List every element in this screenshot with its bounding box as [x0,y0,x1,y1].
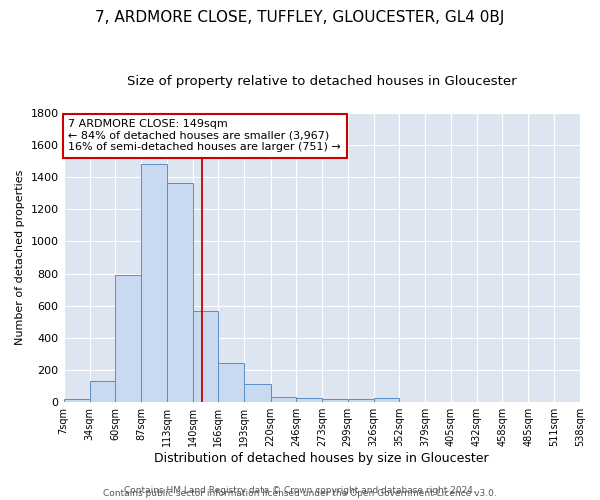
X-axis label: Distribution of detached houses by size in Gloucester: Distribution of detached houses by size … [154,452,489,465]
Bar [322,399,347,402]
Bar [218,363,244,402]
Y-axis label: Number of detached properties: Number of detached properties [15,170,25,345]
Bar [90,380,115,402]
Bar [142,164,167,402]
Text: 7 ARDMORE CLOSE: 149sqm
← 84% of detached houses are smaller (3,967)
16% of semi: 7 ARDMORE CLOSE: 149sqm ← 84% of detache… [68,119,341,152]
Bar [296,398,322,402]
Title: Size of property relative to detached houses in Gloucester: Size of property relative to detached ho… [127,75,517,88]
Bar [115,275,142,402]
Text: Contains public sector information licensed under the Open Government Licence v3: Contains public sector information licen… [103,488,497,498]
Bar [193,312,218,402]
Bar [244,384,271,402]
Bar [271,396,296,402]
Text: 7, ARDMORE CLOSE, TUFFLEY, GLOUCESTER, GL4 0BJ: 7, ARDMORE CLOSE, TUFFLEY, GLOUCESTER, G… [95,10,505,25]
Bar [347,399,374,402]
Bar [167,182,193,402]
Text: Contains HM Land Registry data © Crown copyright and database right 2024.: Contains HM Land Registry data © Crown c… [124,486,476,495]
Bar [64,399,90,402]
Bar [374,398,399,402]
